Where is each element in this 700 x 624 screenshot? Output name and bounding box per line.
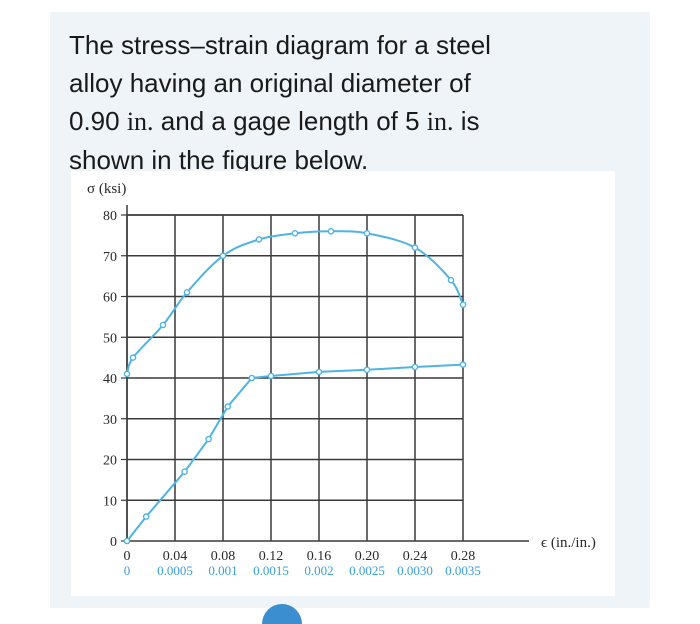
problem-line-1: The stress–strain diagram for a steel xyxy=(69,30,491,60)
data-point xyxy=(142,513,150,520)
data-point xyxy=(363,230,371,237)
data-point xyxy=(267,372,275,380)
data-point xyxy=(205,435,212,443)
y-tick-label: 40 xyxy=(103,372,117,387)
diameter-unit: in. xyxy=(126,107,154,136)
data-point xyxy=(159,321,167,329)
x-tick-label-top: 0.20 xyxy=(355,549,380,564)
x-tick-label-top: 0.24 xyxy=(403,549,428,564)
y-axis-label: σ (ksi) xyxy=(87,181,126,197)
data-point xyxy=(181,468,188,476)
x-tick-label-bottom: 0.0005 xyxy=(157,563,193,578)
problem-line-3: 0.90 in. and a gage length of 5 in. is xyxy=(69,102,589,141)
curve-top-scale xyxy=(126,230,464,375)
x-axis-label: ϵ (in./in.) xyxy=(541,535,596,551)
y-tick-label: 50 xyxy=(103,331,117,346)
y-tick-label: 0 xyxy=(110,535,117,550)
data-point xyxy=(123,370,131,378)
data-point xyxy=(315,368,323,376)
x-tick-label-top: 0.04 xyxy=(163,549,188,564)
x-tick-label-top: 0.16 xyxy=(307,549,332,564)
data-point xyxy=(129,354,137,361)
data-point xyxy=(224,403,232,410)
curves xyxy=(123,228,467,545)
x-tick-label-bottom: 0 xyxy=(124,563,131,578)
data-point xyxy=(411,244,419,251)
gage-unit: in. xyxy=(426,107,454,136)
x-tick-label-bottom: 0.0035 xyxy=(445,563,481,578)
x-tick-label-bottom: 0.0025 xyxy=(349,563,385,578)
x-tick-label-top: 0.12 xyxy=(259,549,284,564)
gage-text: and a gage length of 5 xyxy=(153,106,427,136)
data-point xyxy=(459,361,467,368)
data-point xyxy=(447,276,455,284)
problem-line-4: shown in the figure below. xyxy=(69,145,369,175)
x-tick-label-bottom: 0.002 xyxy=(304,563,333,578)
x-tick-label-bottom: 0.001 xyxy=(208,563,237,578)
data-point xyxy=(363,366,371,374)
data-point xyxy=(459,301,467,308)
x-tick-label-top: 0.28 xyxy=(451,549,476,564)
diameter-value: 0.90 xyxy=(69,106,127,136)
y-tick-label: 60 xyxy=(103,291,117,306)
x-tick-label-bottom: 0.0030 xyxy=(397,563,433,578)
data-point xyxy=(183,289,191,296)
data-point xyxy=(123,537,131,545)
data-point xyxy=(248,374,256,382)
grid xyxy=(121,205,529,542)
stress-strain-chart: σ (ksi) ϵ (in./in.) 0 10 20 30 40 50 60 70 80 0 0.… xyxy=(87,181,596,578)
x-tick-label-bottom: 0.0015 xyxy=(253,563,289,578)
x-tick-label-top: 0.08 xyxy=(211,549,236,564)
y-tick-label: 30 xyxy=(103,413,117,428)
curve-bottom-scale xyxy=(126,363,464,542)
x-tick-label-top: 0 xyxy=(124,549,131,564)
stress-strain-figure: σ (ksi) ϵ (in./in.) 0 10 20 30 40 50 60 70 80 0 0.… xyxy=(71,171,615,596)
problem-line-2: alloy having an original diameter of xyxy=(69,68,471,98)
line3-end: is xyxy=(453,106,480,136)
data-point xyxy=(327,228,335,235)
data-point xyxy=(219,252,227,260)
data-point xyxy=(255,236,263,243)
y-tick-label: 70 xyxy=(103,250,117,265)
problem-statement: The stress–strain diagram for a steel al… xyxy=(69,26,589,179)
y-tick-label: 20 xyxy=(103,454,117,469)
y-tick-label: 10 xyxy=(103,494,117,509)
y-tick-label: 80 xyxy=(103,209,117,224)
data-point xyxy=(411,363,419,371)
data-point xyxy=(291,230,299,237)
